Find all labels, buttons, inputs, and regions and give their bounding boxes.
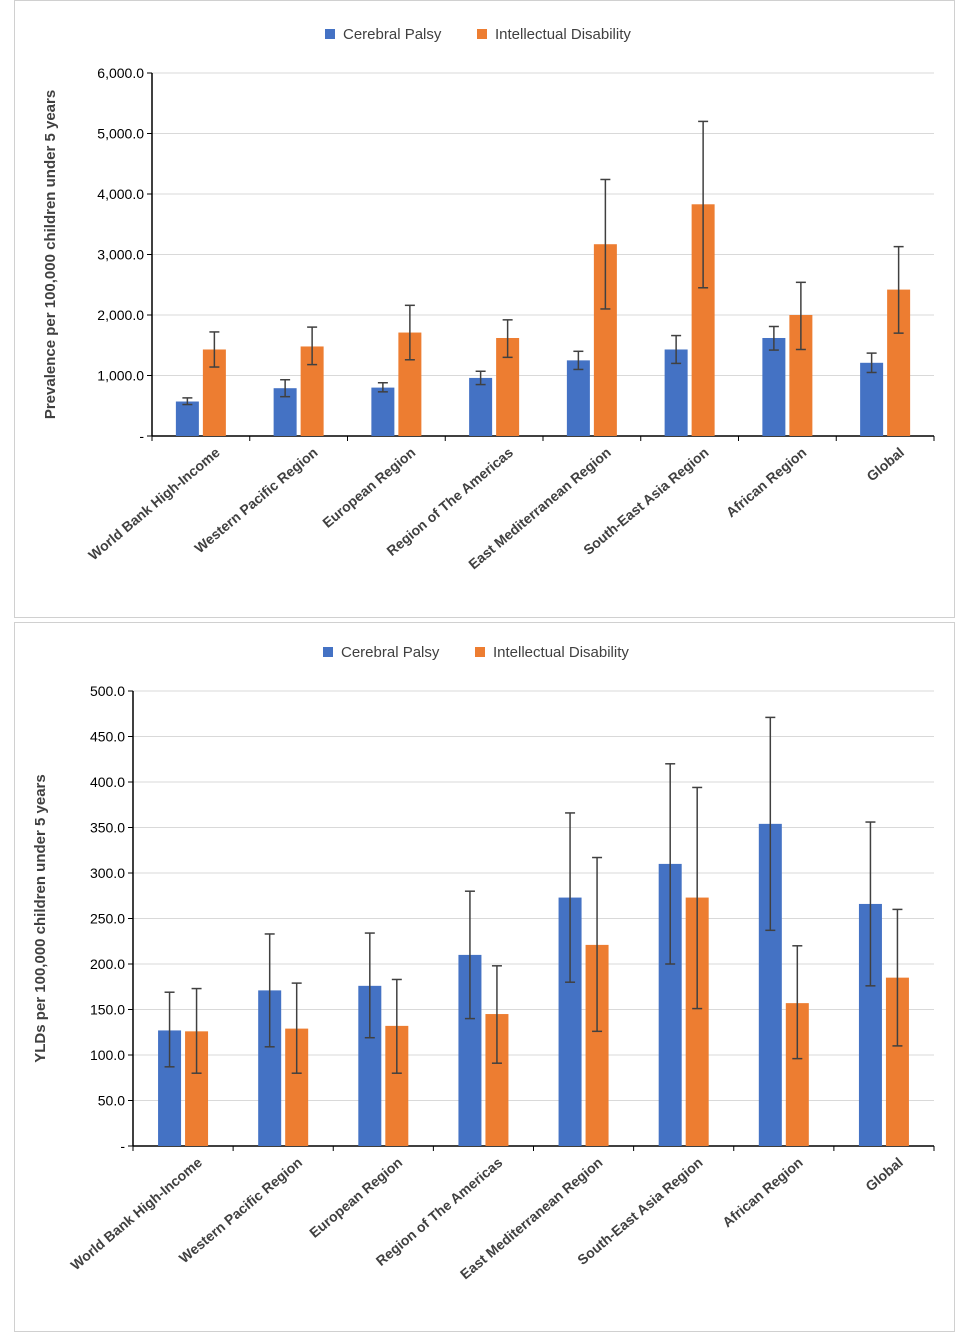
- bar: [371, 387, 395, 436]
- bar: [485, 1014, 509, 1146]
- bar: [585, 944, 609, 1146]
- legend-swatch: [475, 647, 485, 657]
- bar: [469, 377, 493, 436]
- y-tick-label: 400.0: [90, 774, 125, 790]
- legend-label: Intellectual Disability: [495, 26, 631, 43]
- bar: [664, 349, 688, 436]
- y-tick-label: 50.0: [98, 1093, 125, 1109]
- bar: [762, 337, 786, 436]
- bar: [358, 985, 382, 1146]
- y-tick-label: -: [120, 1138, 125, 1154]
- category-label: Global: [863, 444, 907, 484]
- y-tick-label: 200.0: [90, 956, 125, 972]
- bar: [300, 346, 324, 436]
- y-tick-label: -: [139, 428, 144, 444]
- prevalence-chart: - 1,000.0 2,000.0 3,000.0 4,000.0 5,000.0 6,00…: [42, 26, 935, 572]
- bar: [175, 401, 199, 436]
- bar: [258, 990, 282, 1146]
- y-tick-label: 1,000.0: [97, 368, 144, 384]
- legend-label: Cerebral Palsy: [343, 26, 442, 43]
- bar: [385, 1025, 409, 1146]
- category-label: Global: [862, 1154, 906, 1194]
- bar: [593, 244, 617, 436]
- legend-label: Cerebral Palsy: [341, 644, 440, 661]
- y-axis-title: YLDs per 100,000 children under 5 years: [32, 774, 49, 1062]
- category-label: European Region: [306, 1154, 405, 1241]
- y-tick-label: 450.0: [90, 729, 125, 745]
- ylds-chart-panel: - 50.0 100.0 150.0 200.0 250.0 300.0 350.0 400.0…: [14, 622, 955, 1332]
- bar: [885, 977, 909, 1146]
- y-tick-label: 500.0: [90, 683, 125, 699]
- bar: [185, 1031, 209, 1146]
- legend-swatch: [323, 647, 333, 657]
- bar: [658, 863, 682, 1146]
- bar: [685, 897, 709, 1146]
- y-tick-label: 4,000.0: [97, 186, 144, 202]
- y-tick-label: 300.0: [90, 865, 125, 881]
- bar: [691, 204, 715, 436]
- legend-swatch: [325, 29, 335, 39]
- y-tick-label: 350.0: [90, 820, 125, 836]
- bar: [398, 332, 422, 436]
- bar: [887, 289, 911, 436]
- category-label: African Region: [719, 1154, 806, 1230]
- bar: [566, 360, 590, 436]
- bar: [458, 954, 482, 1146]
- bar: [285, 1028, 309, 1146]
- category-label: European Region: [319, 444, 418, 531]
- legend-label: Intellectual Disability: [493, 644, 629, 661]
- bar: [158, 1030, 182, 1146]
- category-label: African Region: [723, 444, 810, 520]
- bar: [496, 337, 520, 436]
- y-tick-label: 3,000.0: [97, 247, 144, 263]
- bar: [858, 903, 882, 1146]
- bar: [202, 349, 226, 436]
- prevalence-chart-panel: - 1,000.0 2,000.0 3,000.0 4,000.0 5,000.0 6,00…: [14, 0, 955, 618]
- bar: [789, 315, 813, 436]
- bar: [785, 1003, 809, 1146]
- y-tick-label: 5,000.0: [97, 126, 144, 142]
- y-axis-title: Prevalence per 100,000 children under 5 …: [42, 90, 59, 419]
- ylds-chart: - 50.0 100.0 150.0 200.0 250.0 300.0 350.0 400.0…: [32, 644, 935, 1282]
- bar: [860, 362, 884, 436]
- bar: [758, 823, 782, 1146]
- y-tick-label: 100.0: [90, 1047, 125, 1063]
- y-tick-label: 250.0: [90, 911, 125, 927]
- bar: [558, 897, 582, 1146]
- y-tick-label: 6,000.0: [97, 65, 144, 81]
- y-tick-label: 150.0: [90, 1002, 125, 1018]
- legend-swatch: [477, 29, 487, 39]
- bar: [273, 388, 297, 436]
- y-tick-label: 2,000.0: [97, 307, 144, 323]
